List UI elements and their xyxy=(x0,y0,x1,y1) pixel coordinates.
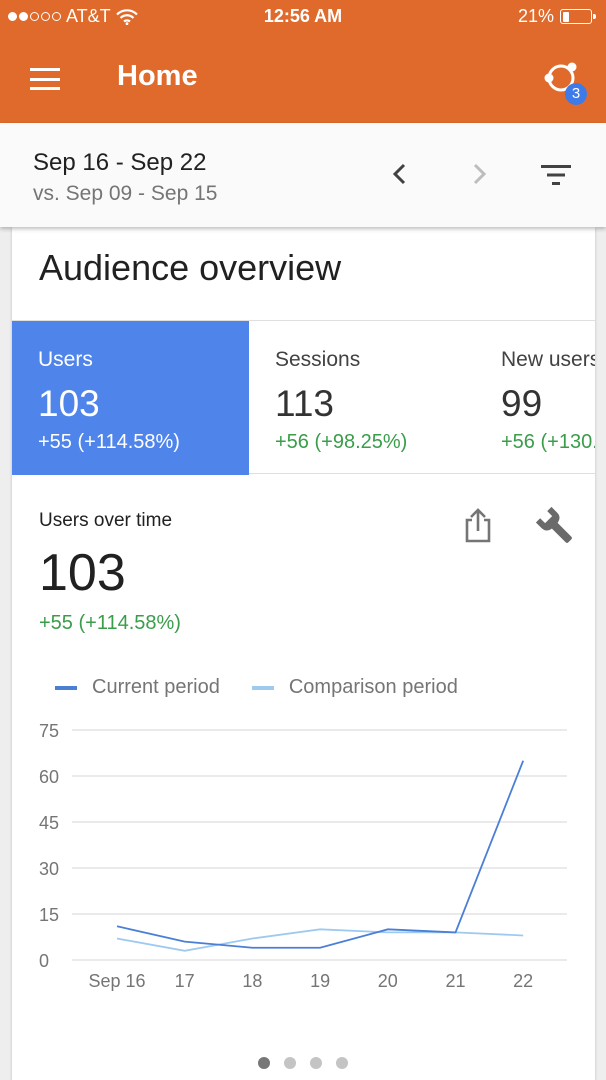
clock: 12:56 AM xyxy=(263,6,343,26)
x-tick-label: 17 xyxy=(175,971,195,991)
page-title: Home xyxy=(117,60,198,92)
x-tick-label: 19 xyxy=(310,971,330,991)
page-dot[interactable] xyxy=(258,1057,270,1069)
legend-item-comparison: Comparison period xyxy=(251,676,458,699)
page-dot[interactable] xyxy=(284,1057,296,1069)
chart-legend: Current period Comparison period xyxy=(55,676,490,699)
chart-title: Users over time xyxy=(39,510,173,531)
notification-badge: 3 xyxy=(565,83,587,105)
metric-delta: +55 (+114.58%) xyxy=(38,431,180,453)
filter-icon[interactable] xyxy=(541,164,571,186)
battery-percent: 21% xyxy=(517,6,554,26)
date-range[interactable]: Sep 16 - Sep 22 xyxy=(33,149,207,176)
x-tick-label: 21 xyxy=(445,971,465,991)
metric-label: Users xyxy=(38,348,93,371)
y-tick-label: 45 xyxy=(39,813,59,833)
card-title: Audience overview xyxy=(39,247,342,288)
users-line-chart: 0 15 30 45 60 75 Sep 16 17 18 19 20 21 22 xyxy=(39,721,567,991)
date-range-bar: Sep 16 - Sep 22 vs. Sep 09 - Sep 15 xyxy=(0,123,606,227)
metric-value: 99 xyxy=(501,383,543,424)
series-line-current xyxy=(116,760,525,949)
wrench-icon[interactable] xyxy=(535,506,575,546)
page-dot[interactable] xyxy=(310,1057,322,1069)
chevron-right-icon[interactable] xyxy=(469,163,489,185)
signal-icon xyxy=(8,12,61,21)
metric-value: 103 xyxy=(38,383,100,424)
wifi-icon xyxy=(115,8,138,25)
chart-total-delta: +55 (+114.58%) xyxy=(39,612,181,634)
share-icon[interactable] xyxy=(463,507,493,543)
chart-total-value: 103 xyxy=(39,544,126,602)
app-bar: Home 3 xyxy=(0,34,606,123)
metric-delta: +56 (+130.23%) xyxy=(501,431,595,453)
battery-icon xyxy=(560,9,596,24)
chevron-left-icon[interactable] xyxy=(390,163,410,185)
x-tick-label: 18 xyxy=(242,971,262,991)
y-tick-label: 0 xyxy=(39,951,49,971)
x-tick-label: 22 xyxy=(513,971,533,991)
x-tick-label: Sep 16 xyxy=(88,971,145,991)
metric-tab-users[interactable]: Users 103 +55 (+114.58%) xyxy=(12,321,249,475)
page-indicator xyxy=(258,1057,348,1069)
comparison-range: vs. Sep 09 - Sep 15 xyxy=(33,182,218,205)
metric-value: 113 xyxy=(275,383,334,424)
y-tick-label: 30 xyxy=(39,859,59,879)
account-switcher-icon[interactable] xyxy=(541,58,587,104)
legend-item-current: Current period xyxy=(55,676,220,699)
metric-tab-sessions[interactable]: Sessions 113 +56 (+98.25%) xyxy=(249,321,486,475)
metric-tab-new-users[interactable]: New users 99 +56 (+130.23%) xyxy=(475,321,595,475)
y-tick-label: 75 xyxy=(39,721,59,741)
metric-label: Sessions xyxy=(275,348,361,371)
x-tick-label: 20 xyxy=(378,971,398,991)
y-tick-label: 15 xyxy=(39,905,59,925)
audience-overview-card: Audience overview Users 103 +55 (+114.58… xyxy=(12,227,595,1080)
page-dot[interactable] xyxy=(336,1057,348,1069)
carrier-label: AT&T xyxy=(66,6,111,26)
metric-tabs: Users 103 +55 (+114.58%) Sessions 113 +5… xyxy=(12,320,595,475)
metric-label: New users xyxy=(501,348,595,371)
metric-delta: +56 (+98.25%) xyxy=(275,431,408,453)
status-bar: AT&T 12:56 AM 21% xyxy=(0,0,606,34)
menu-icon[interactable] xyxy=(30,68,60,90)
y-tick-label: 60 xyxy=(39,767,59,787)
